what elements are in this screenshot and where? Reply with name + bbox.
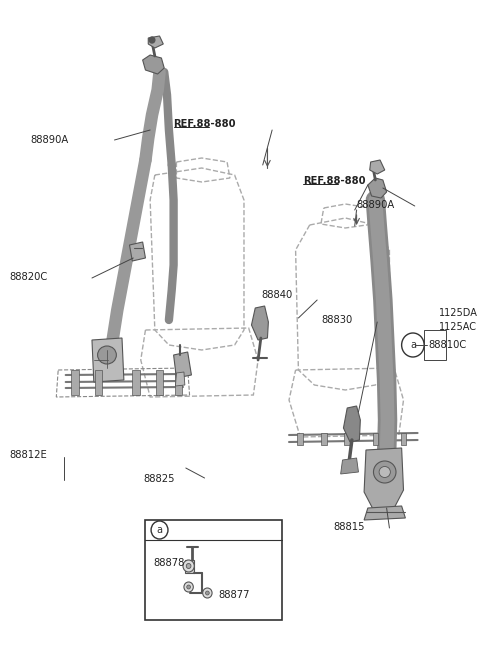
Circle shape — [474, 435, 480, 445]
Text: a: a — [156, 525, 163, 535]
Circle shape — [184, 582, 193, 592]
Text: REF.88-880: REF.88-880 — [174, 119, 236, 129]
Text: 88890A: 88890A — [30, 135, 68, 145]
Text: 88878: 88878 — [153, 558, 184, 568]
Polygon shape — [344, 433, 350, 445]
Polygon shape — [148, 36, 163, 48]
Polygon shape — [176, 372, 185, 386]
Polygon shape — [175, 370, 182, 395]
Polygon shape — [143, 55, 164, 74]
Polygon shape — [252, 306, 268, 340]
Polygon shape — [321, 433, 326, 445]
Text: 88890A: 88890A — [357, 200, 395, 210]
Text: REF.88-880: REF.88-880 — [303, 176, 366, 186]
Circle shape — [149, 37, 155, 43]
Circle shape — [205, 591, 209, 595]
Polygon shape — [156, 370, 163, 395]
Polygon shape — [298, 433, 303, 445]
Polygon shape — [372, 433, 378, 445]
Polygon shape — [341, 458, 359, 474]
Text: 88810C: 88810C — [428, 340, 466, 350]
Ellipse shape — [379, 466, 390, 478]
Polygon shape — [185, 560, 194, 573]
Polygon shape — [364, 506, 406, 520]
Polygon shape — [92, 338, 124, 382]
Text: 1125DA: 1125DA — [439, 308, 478, 318]
Text: 1125AC: 1125AC — [439, 322, 477, 332]
Circle shape — [187, 585, 191, 589]
Text: 88825: 88825 — [144, 474, 175, 484]
Circle shape — [151, 521, 168, 539]
Text: 88812E: 88812E — [10, 450, 47, 460]
Polygon shape — [174, 352, 192, 378]
Text: a: a — [410, 340, 416, 350]
Text: 88840: 88840 — [262, 290, 293, 300]
Circle shape — [203, 588, 212, 598]
Polygon shape — [130, 242, 145, 261]
Text: 88815: 88815 — [333, 522, 365, 532]
Text: 88820C: 88820C — [10, 272, 48, 282]
Polygon shape — [424, 330, 446, 360]
Polygon shape — [370, 160, 385, 174]
Circle shape — [186, 564, 191, 568]
Circle shape — [477, 448, 480, 456]
Polygon shape — [344, 406, 360, 442]
Polygon shape — [132, 370, 140, 395]
Polygon shape — [72, 370, 79, 395]
Polygon shape — [401, 433, 407, 445]
Text: 88830: 88830 — [321, 315, 352, 325]
Polygon shape — [368, 178, 386, 198]
Polygon shape — [95, 370, 102, 395]
Circle shape — [183, 560, 194, 572]
Polygon shape — [364, 448, 404, 510]
Circle shape — [402, 333, 424, 357]
Ellipse shape — [97, 346, 116, 364]
Text: 88877: 88877 — [219, 590, 250, 600]
FancyBboxPatch shape — [145, 520, 281, 620]
Ellipse shape — [373, 461, 396, 483]
